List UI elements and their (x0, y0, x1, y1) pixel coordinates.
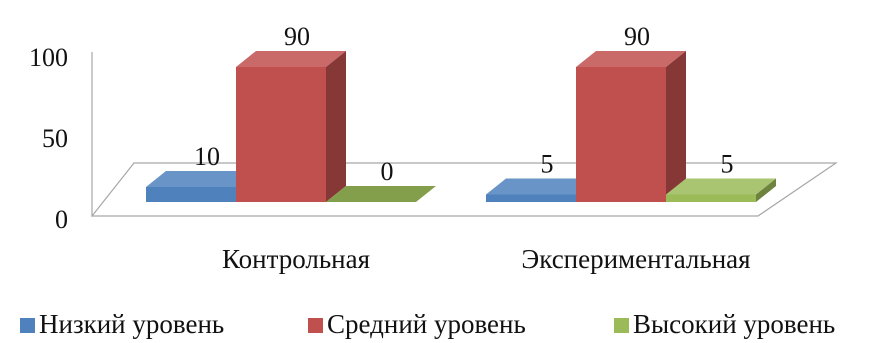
data-label: 10 (194, 142, 220, 171)
legend-swatch (308, 318, 323, 333)
legend-swatch (20, 318, 35, 333)
legend-item: Средний уровень (308, 309, 526, 339)
legend-swatch (614, 318, 629, 333)
y-tick-label: 100 (29, 43, 68, 72)
data-labels: 10 90 0 5 90 5 (194, 22, 734, 186)
category-label: Экспериментальная (521, 244, 750, 274)
data-label: 90 (624, 22, 650, 51)
x-axis: Контрольная Экспериментальная (222, 244, 751, 274)
bar (236, 51, 346, 202)
legend: Низкий уровень Средний уровень Высокий уро… (20, 309, 835, 339)
bar-front (236, 67, 326, 202)
legend-label: Высокий уровень (633, 309, 835, 339)
bars (146, 51, 776, 202)
bar-front (146, 187, 236, 202)
floor-plane (90, 162, 838, 217)
legend-item: Низкий уровень (20, 309, 224, 339)
bar (576, 51, 686, 202)
bar-top (326, 186, 436, 202)
y-tick-label: 0 (55, 205, 68, 234)
bar-front (486, 194, 576, 202)
bar-top (486, 178, 596, 195)
bar-top (576, 51, 686, 67)
data-label: 0 (381, 157, 394, 186)
data-label: 90 (284, 22, 310, 51)
y-axis: 0 50 100 (29, 43, 68, 234)
bar-front (666, 194, 756, 202)
data-label: 5 (721, 150, 734, 179)
bar (666, 178, 776, 202)
legend-label: Низкий уровень (39, 309, 224, 339)
bar-front (576, 67, 666, 202)
bar-side (756, 178, 776, 202)
y-tick-label: 50 (42, 124, 68, 153)
data-label: 5 (541, 150, 554, 179)
bar-top (146, 171, 256, 187)
bar-top (236, 51, 346, 67)
legend-label: Средний уровень (327, 309, 526, 339)
category-label: Контрольная (222, 244, 370, 274)
bar (326, 186, 436, 202)
bar-side (666, 51, 686, 202)
bar-top (666, 178, 776, 195)
bar-side (326, 51, 346, 202)
legend-item: Высокий уровень (614, 309, 835, 339)
chart-floor (90, 52, 838, 217)
